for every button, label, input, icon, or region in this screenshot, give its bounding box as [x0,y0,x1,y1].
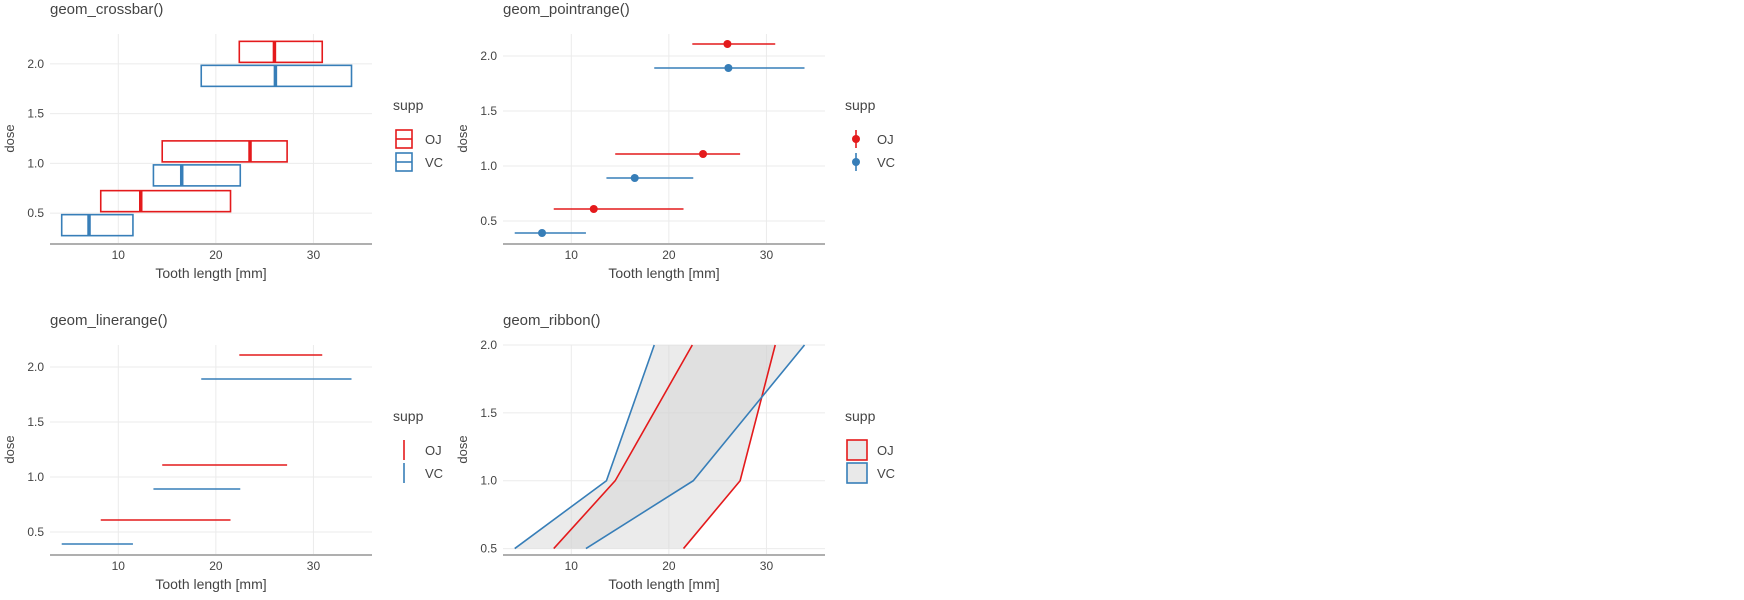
chart-marks [60,40,353,237]
y-tick-label: 1.0 [27,156,44,170]
legend-key-vc [395,152,413,172]
ribbon-area-oj [553,345,776,549]
y-tick-label: 1.5 [27,415,44,429]
ribbon-lower-line-vc [514,344,655,550]
crossbar-box-oj-dose-2 [238,40,324,64]
x-axis-title: Tooth length [mm] [608,576,719,592]
x-tick-label: 30 [760,248,774,262]
legend-title: supp [393,97,424,113]
chart-panel-crossbar: geom_crossbar() 10 20 30 0.5 1.0 1.5 2.0 Tooth l… [2,1,372,281]
y-tick-label: 2.0 [480,49,497,63]
chart-marks [514,40,805,237]
grid-lines [503,344,825,554]
legend-label-oj: OJ [877,443,894,458]
chart-panel-linerange: geom_linerange() 10 20 30 0.5 1.0 1.5 2.0 Tooth … [2,312,372,592]
legend-ribbon: supp OJ VC [845,408,895,484]
chart-title: geom_linerange() [50,312,168,329]
legend-label-oj: OJ [425,443,442,458]
crossbar-box-vc-dose-1 [152,164,242,187]
legend-point-icon [852,135,860,143]
ribbon-area-vc [514,345,805,549]
legend-pointrange: supp OJ VC [845,97,895,171]
legend-label-vc: VC [425,466,443,481]
x-tick-label: 30 [307,559,321,573]
crossbar-box-vc-dose-0_5 [60,213,134,237]
legend-label-oj: OJ [425,132,442,147]
y-axis-title: dose [2,435,17,463]
y-tick-label: 2.0 [27,57,44,71]
ribbon-upper-line-vc [585,344,806,550]
legend-label-oj: OJ [877,132,894,147]
ribbon-lower-line-oj [553,344,693,550]
x-axis-title: Tooth length [mm] [155,265,266,281]
x-tick-label: 10 [565,559,579,573]
pointrange-point-vc-dose-2 [724,64,733,72]
x-tick-label: 10 [565,248,579,262]
pointrange-point-oj-dose-2 [723,40,732,48]
chart-title: geom_ribbon() [503,312,601,329]
chart-panel-ribbon: geom_ribbon() 10 20 30 0.5 1.0 1.5 2.0 Tooth len… [455,312,825,592]
y-axis-title: dose [455,124,470,152]
x-axis-title: Tooth length [mm] [608,265,719,281]
x-tick-label: 10 [112,559,126,573]
crossbar-box-oj-dose-1 [161,140,288,163]
legend-key-oj [852,130,860,148]
y-tick-label: 1.0 [480,159,497,173]
legend-key-oj [846,439,868,461]
chart-panel-pointrange: geom_pointrange() 10 20 30 0.5 1.0 1.5 2.0 Tooth… [455,1,825,281]
y-tick-label: 1.5 [480,406,497,420]
chart-marks [514,344,806,550]
ribbon-upper-line-oj [682,344,777,550]
y-tick-label: 2.0 [27,360,44,374]
y-axis-title: dose [2,124,17,152]
y-tick-label: 1.5 [27,107,44,121]
y-tick-label: 0.5 [480,214,497,228]
chart-title: geom_crossbar() [50,1,163,18]
x-tick-label: 20 [209,248,223,262]
legend-linerange: supp OJ VC [393,408,443,483]
grid-lines [50,34,372,243]
x-tick-label: 20 [209,559,223,573]
pointrange-point-oj-dose-0_5 [589,205,598,213]
pointrange-point-oj-dose-1 [699,150,708,158]
y-tick-label: 2.0 [480,338,497,352]
y-tick-label: 1.0 [27,470,44,484]
crossbar-box-oj-dose-0_5 [99,189,232,213]
grid-lines [503,34,825,243]
legend-title: supp [845,408,876,424]
grid-lines [50,345,372,554]
pointrange-point-vc-dose-0_5 [538,229,547,237]
x-axis-title: Tooth length [mm] [155,576,266,592]
legend-label-vc: VC [877,155,895,170]
legend-title: supp [845,97,876,113]
legend-crossbar: supp OJ VC [393,97,443,172]
legend-key-vc [846,462,868,484]
legend-key-vc [852,153,860,171]
x-tick-label: 20 [662,248,676,262]
y-axis-title: dose [455,435,470,463]
legend-title: supp [393,408,424,424]
legend-fill-icon [846,462,868,484]
legend-label-vc: VC [877,466,895,481]
x-tick-label: 30 [760,559,774,573]
chart-marks [61,354,352,545]
y-tick-label: 0.5 [27,206,44,220]
y-tick-label: 0.5 [27,525,44,539]
y-tick-label: 1.5 [480,104,497,118]
legend-point-icon [852,158,860,166]
pointrange-point-vc-dose-1 [630,174,639,182]
y-tick-label: 1.0 [480,474,497,488]
chart-title: geom_pointrange() [503,1,630,18]
legend-fill-icon [846,439,868,461]
x-tick-label: 10 [112,248,126,262]
legend-label-vc: VC [425,155,443,170]
x-tick-label: 20 [662,559,676,573]
y-tick-label: 0.5 [480,542,497,556]
legend-key-oj [395,129,413,149]
x-tick-label: 30 [307,248,321,262]
